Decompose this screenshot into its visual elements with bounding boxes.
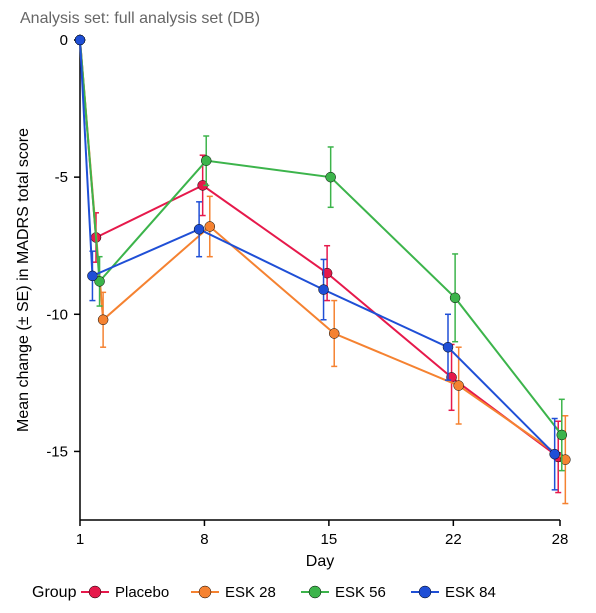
data-marker <box>98 315 108 325</box>
data-marker <box>454 381 464 391</box>
chart-container: Analysis set: full analysis set (DB) 0 -5… <box>0 0 596 613</box>
data-marker <box>87 271 97 281</box>
data-marker <box>194 224 204 234</box>
chart-svg: 0 -5 -10 -15 1 8 15 22 28 Day Mean change (± SE) i… <box>0 0 596 613</box>
series-line <box>80 40 555 454</box>
x-tick-label: 1 <box>76 531 84 548</box>
legend-marker <box>89 586 101 598</box>
chart-title: Analysis set: full analysis set (DB) <box>20 10 260 28</box>
y-axis-label: Mean change (± SE) in MADRS total score <box>15 128 32 432</box>
data-marker <box>329 328 339 338</box>
legend-label: ESK 56 <box>335 584 386 601</box>
y-tick-label: -5 <box>55 169 68 186</box>
data-marker <box>201 156 211 166</box>
y-tick-label: 0 <box>60 32 68 49</box>
legend-label: ESK 28 <box>225 584 276 601</box>
data-marker <box>75 35 85 45</box>
y-tick-label: -10 <box>46 306 68 323</box>
data-marker <box>205 222 215 232</box>
legend-marker <box>419 586 431 598</box>
series-line <box>80 40 558 457</box>
legend-marker <box>309 586 321 598</box>
data-marker <box>557 430 567 440</box>
data-marker <box>443 342 453 352</box>
legend-title: Group <box>32 584 77 601</box>
x-tick-label: 15 <box>321 531 338 548</box>
y-tick-label: -15 <box>46 443 68 460</box>
data-marker <box>319 285 329 295</box>
data-marker <box>450 293 460 303</box>
legend-marker <box>199 586 211 598</box>
legend-label: ESK 84 <box>445 584 496 601</box>
x-axis-label: Day <box>306 553 334 570</box>
legend-label: Placebo <box>115 584 169 601</box>
x-tick-label: 8 <box>200 531 208 548</box>
series-line <box>80 40 562 435</box>
data-marker <box>550 449 560 459</box>
x-tick-label: 22 <box>445 531 462 548</box>
data-marker <box>326 172 336 182</box>
x-tick-label: 28 <box>552 531 569 548</box>
